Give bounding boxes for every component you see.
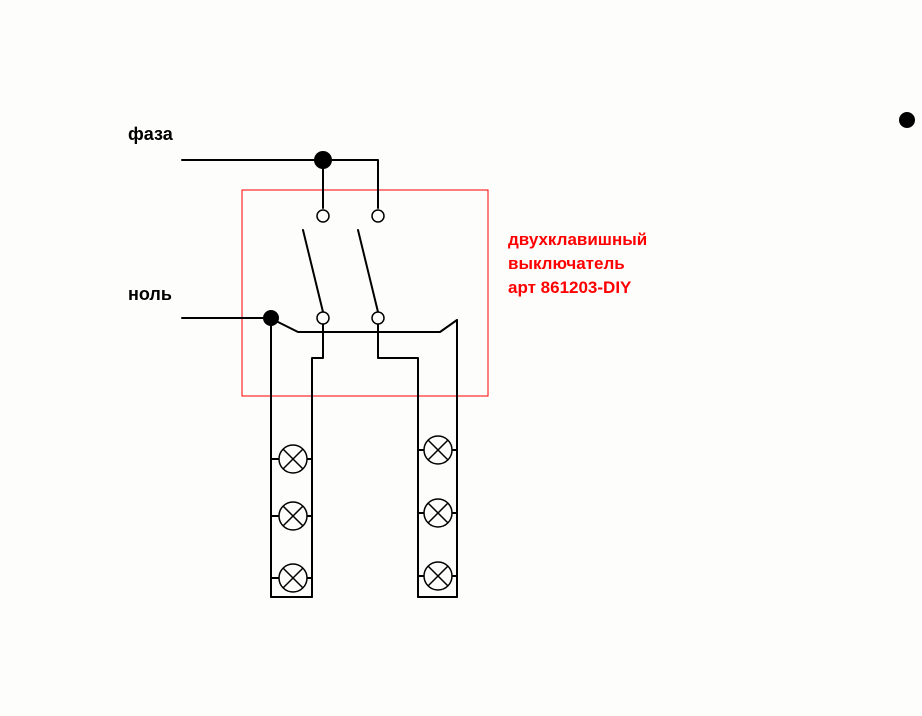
- sw-top-right: [372, 210, 384, 222]
- sw-bottom-right: [372, 312, 384, 324]
- canvas-bg: [0, 0, 922, 716]
- neutral-junction: [263, 310, 279, 326]
- sw-bottom-left: [317, 312, 329, 324]
- label-switch_line2: выключатель: [508, 254, 625, 273]
- label-neutral: ноль: [128, 284, 172, 304]
- lamp-right-2: [424, 499, 452, 527]
- lamp-right-1: [424, 436, 452, 464]
- phase-junction: [314, 151, 332, 169]
- lamp-right-3: [424, 562, 452, 590]
- lamp-left-1: [279, 445, 307, 473]
- label-switch_line1: двухклавишный: [508, 230, 647, 249]
- label-switch_line3: арт 861203-DIY: [508, 278, 632, 297]
- wiring-diagram: фаза ноль двухклавишный выключатель арт 8612…: [0, 0, 922, 716]
- corner-dot: [899, 112, 915, 128]
- lamp-left-3: [279, 564, 307, 592]
- lamp-left-2: [279, 502, 307, 530]
- label-phase: фаза: [128, 124, 174, 144]
- sw-top-left: [317, 210, 329, 222]
